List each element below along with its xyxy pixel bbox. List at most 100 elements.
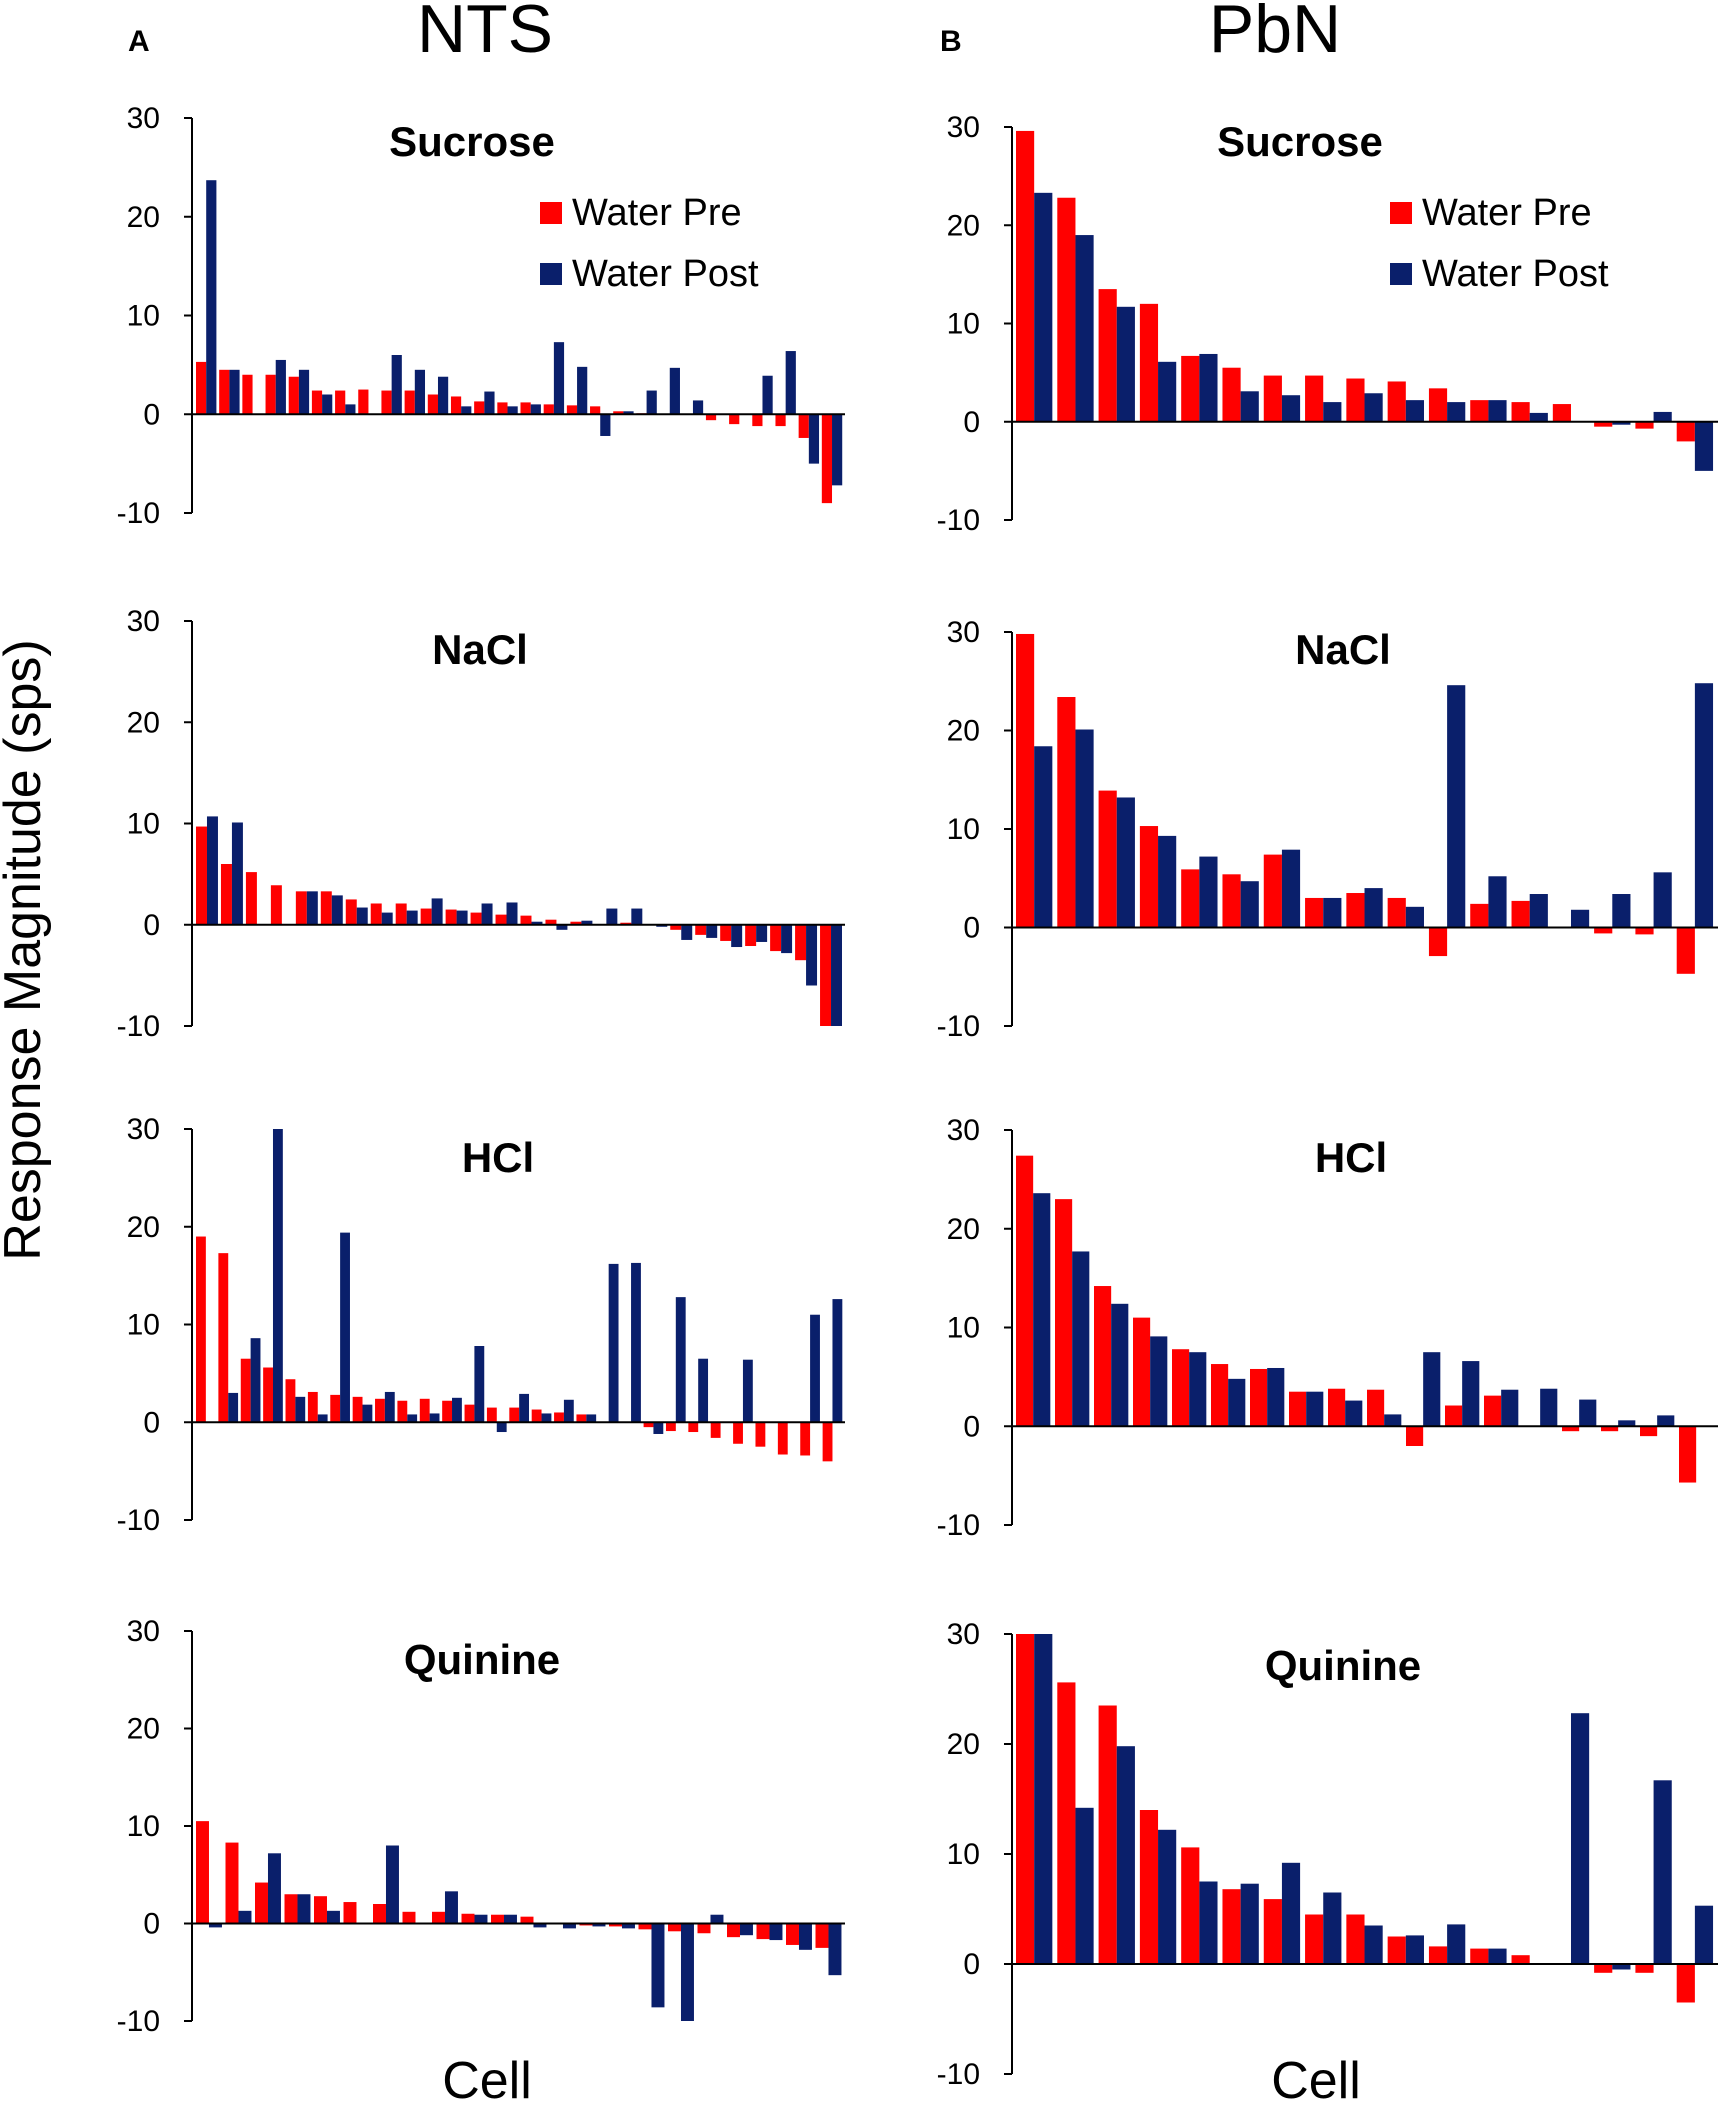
bar-pre-15 [520,402,531,415]
bar-pre-11 [491,1914,504,1924]
y-tick-label: 20 [127,1713,160,1746]
bar-pre-4 [263,1367,273,1423]
bar-post-2 [229,369,240,415]
bar-post-1 [1034,192,1053,422]
bar-pre-12 [1470,400,1489,422]
bar-pre-10 [1387,381,1406,422]
bar-pre-17 [668,1923,681,1932]
bar-pre-17 [1676,421,1695,442]
bar-pre-10 [404,390,415,415]
bar-post-25 [806,924,818,986]
bar-pre-2 [219,369,230,415]
bar-post-11 [1447,685,1466,928]
y-tick-label: 30 [947,1618,980,1651]
bar-post-14 [531,921,543,925]
bar-pre-9 [1346,893,1365,928]
bar-post-22 [692,400,704,415]
bar-post-15 [1612,1964,1631,1970]
bar-pre-18 [1679,1426,1697,1483]
bar-pre-15 [609,1923,622,1927]
chart-title: NaCl [432,626,528,673]
bar-pre-8 [1289,1391,1307,1427]
bar-post-22 [675,1297,686,1423]
y-tick-label: 30 [127,1615,160,1648]
bar-post-19 [608,1263,619,1423]
bar-pre-22 [815,1923,829,1948]
bar-pre-8 [1305,897,1324,928]
chart-pbn-hcl: 30 20 10 0 -10 HCl [937,1114,1718,1542]
bar-post-4 [1158,835,1177,928]
bar-post-7 [340,1232,350,1423]
bar-post-12 [1462,1361,1480,1427]
y-tick-label: -10 [937,1509,980,1542]
y-tick-label: 10 [127,808,160,841]
bar-pre-5 [295,891,307,925]
bar-post-1 [206,816,218,925]
bar-pre-28 [821,414,833,504]
bar-post-12 [533,1923,547,1928]
bar-post-2 [231,822,243,925]
bar-pre-10 [1387,1936,1406,1964]
bar-post-10 [474,1914,488,1924]
bar-pre-14 [520,915,532,925]
bar-pre-5 [1181,355,1200,422]
bar-post-9 [444,1891,458,1924]
bar-pre-13 [1511,402,1530,422]
bar-pre-3 [1094,1286,1112,1427]
y-tick-label: -10 [937,504,980,537]
bar-post-13 [506,902,518,925]
bar-post-7 [1281,849,1301,928]
bar-pre-1 [196,1236,206,1423]
bar-pre-16 [543,404,554,415]
bar-pre-8 [1305,375,1324,422]
bar-pre-17 [1676,1964,1695,2003]
bar-post-11 [503,1914,517,1924]
bar-pre-21 [695,924,707,935]
bar-post-21 [798,1923,812,1950]
bar-pre-25 [795,924,807,961]
bar-pre-9 [381,390,392,415]
bar-pre-15 [1594,927,1613,934]
bar-post-3 [267,1853,281,1924]
bar-pre-27 [777,1422,788,1455]
y-tick-label: 10 [947,308,980,341]
bar-post-17 [1694,421,1714,471]
bar-post-25 [762,375,773,415]
bar-post-29 [832,1299,843,1423]
bar-post-5 [1199,353,1218,422]
bar-post-6 [1240,391,1259,422]
bar-pre-17 [566,405,578,415]
bar-post-15 [1579,1399,1597,1427]
bar-pre-13 [495,914,507,925]
y-tick-label: 10 [947,1838,980,1871]
bar-post-3 [1111,1303,1129,1427]
bar-pre-28 [800,1422,811,1456]
bar-pre-13 [474,401,485,415]
bar-post-2 [1075,235,1094,422]
bar-post-7 [345,404,356,415]
bar-pre-11 [1428,388,1448,422]
bar-post-3 [1116,306,1135,422]
bar-pre-8 [370,903,382,925]
bar-pre-23 [705,414,717,421]
bar-pre-18 [697,1923,711,1934]
bar-pre-25 [733,1422,743,1444]
chart-nts-quinine: 30 20 10 0 -10 Quinine Cell [117,1615,845,2105]
bar-pre-7 [1263,1899,1282,1964]
bar-pre-14 [1552,404,1571,422]
bar-post-9 [1364,1925,1383,1964]
bar-post-7 [1281,395,1301,422]
bar-pre-4 [1139,303,1159,422]
bar-pre-7 [1263,375,1282,422]
bar-pre-5 [1181,869,1200,928]
bar-post-7 [356,907,368,925]
bar-pre-12 [1445,1405,1463,1427]
bar-post-17 [563,1399,574,1423]
bar-pre-10 [1387,897,1406,928]
bar-post-17 [1657,1415,1675,1427]
y-tick-label: 0 [143,909,160,942]
y-tick-label: 30 [127,102,160,135]
bar-post-11 [429,1413,440,1423]
bar-pre-10 [397,1400,408,1423]
y-tick-label: 20 [947,209,980,242]
